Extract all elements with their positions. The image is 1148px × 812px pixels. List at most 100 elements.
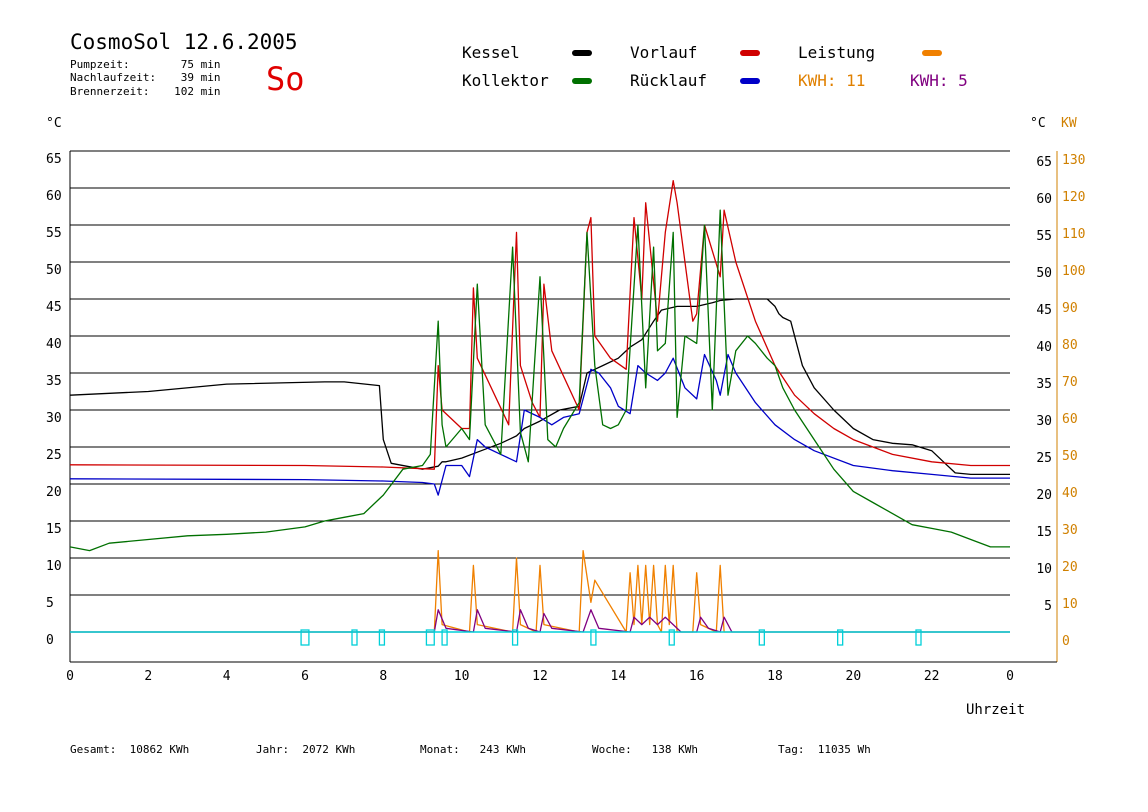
series-kessel <box>69 298 1010 476</box>
y-tick-label-kw: 50 <box>1062 449 1078 464</box>
y-tick-label-right: 40 <box>1036 340 1052 355</box>
y-tick-label-kw: 70 <box>1062 375 1078 390</box>
footer-label: Tag: <box>778 743 805 756</box>
y-tick-label-left: 0 <box>46 633 54 648</box>
chart-grid <box>69 150 1058 663</box>
series-pumpe-marker <box>511 629 519 646</box>
y-axis-unit-left: °C <box>46 116 62 131</box>
series-leistung <box>70 549 1010 633</box>
legend-kwh-11: KWH: 11 <box>798 71 866 90</box>
y-tick-label-right: 35 <box>1036 377 1052 392</box>
footer-label: Monat: <box>420 743 460 756</box>
info-value: 39 <box>180 71 194 84</box>
info-brennerzeit: Brennerzeit: 102 min <box>70 85 221 98</box>
x-tick-label: 16 <box>689 669 705 684</box>
y-tick-label-left: 60 <box>46 189 62 204</box>
x-tick-label: 4 <box>223 669 231 684</box>
legend-kwh-5: KWH: 5 <box>910 71 968 90</box>
info-label: Nachlaufzeit: <box>70 71 157 84</box>
y-tick-label-kw: 120 <box>1062 190 1085 205</box>
series-kwh-5 <box>70 609 1010 633</box>
y-tick-label-right: 45 <box>1036 303 1052 318</box>
info-value: 102 <box>174 85 194 98</box>
series-pumpe-marker <box>425 629 435 646</box>
footer-value: 138 KWh <box>651 743 698 756</box>
chart-title: CosmoSol 12.6.2005 <box>70 30 298 54</box>
footer-value: 10862 KWh <box>129 743 190 756</box>
y-tick-label-kw: 110 <box>1062 227 1085 242</box>
series-pumpe-marker <box>351 629 358 646</box>
weekday-label: So <box>266 60 305 98</box>
x-axis-label: Uhrzeit <box>966 702 1026 718</box>
footer-value: 243 KWh <box>479 743 526 756</box>
info-value: 75 <box>180 58 194 71</box>
y-tick-label-left: 45 <box>46 300 62 315</box>
y-tick-label-kw: 100 <box>1062 264 1085 279</box>
y-tick-label-kw: 80 <box>1062 338 1078 353</box>
y-tick-label-left: 15 <box>46 522 62 537</box>
legend-leistung: Leistung <box>798 43 876 62</box>
legend-vorlauf-marker <box>740 50 760 56</box>
x-tick-label: 6 <box>301 669 309 684</box>
x-tick-label: 18 <box>767 669 783 684</box>
y-tick-label-left: 5 <box>46 596 54 611</box>
chart-ticks: 0510152025303540455055606551015202530354… <box>46 152 1085 684</box>
info-pumpzeit: Pumpzeit: 75 min <box>70 58 221 71</box>
y-tick-label-kw: 40 <box>1062 486 1078 501</box>
series-pumpe-marker <box>300 629 310 646</box>
y-tick-label-left: 10 <box>46 559 62 574</box>
y-tick-label-right: 30 <box>1036 414 1052 429</box>
y-tick-label-kw: 20 <box>1062 560 1078 575</box>
y-tick-label-kw: 0 <box>1062 634 1070 649</box>
y-tick-label-left: 35 <box>46 374 62 389</box>
y-tick-label-right: 55 <box>1036 229 1052 244</box>
legend-kollektor-marker <box>572 78 592 84</box>
y-tick-label-right: 15 <box>1036 525 1052 540</box>
info-unit: min <box>200 85 221 98</box>
legend-ruecklauf: Rücklauf <box>630 71 708 90</box>
y-tick-label-right: 20 <box>1036 488 1052 503</box>
footer-tag: Tag: 11035 Wh <box>778 743 871 756</box>
footer-label: Jahr: <box>256 743 290 756</box>
series-r-cklauf <box>69 353 1010 496</box>
y-tick-label-right: 10 <box>1036 562 1052 577</box>
footer-value: 2072 KWh <box>302 743 356 756</box>
y-tick-label-left: 50 <box>46 263 62 278</box>
info-label: Brennerzeit: <box>70 85 150 98</box>
series-vorlauf <box>69 179 1010 470</box>
footer-woche: Woche: 138 KWh <box>592 743 698 756</box>
info-unit: min <box>200 71 221 84</box>
legend-vorlauf: Vorlauf <box>630 43 698 62</box>
y-tick-label-kw: 30 <box>1062 523 1078 538</box>
chart-series <box>69 179 1010 646</box>
legend-ruecklauf-marker <box>740 78 760 84</box>
legend-leistung-marker <box>922 50 942 56</box>
y-tick-label-right: 25 <box>1036 451 1052 466</box>
x-tick-label: 22 <box>924 669 940 684</box>
legend-kessel-marker <box>572 50 592 56</box>
y-tick-label-left: 20 <box>46 485 62 500</box>
x-tick-label: 12 <box>532 669 548 684</box>
footer-monat: Monat: 243 KWh <box>420 743 526 756</box>
series-pumpe-marker <box>590 629 597 646</box>
y-tick-label-left: 65 <box>46 152 62 167</box>
series-pumpe-marker <box>378 629 386 646</box>
y-tick-label-kw: 130 <box>1062 153 1085 168</box>
y-tick-label-left: 25 <box>46 448 62 463</box>
y-tick-label-kw: 60 <box>1062 412 1078 427</box>
footer-value: 11035 Wh <box>817 743 871 756</box>
info-nachlaufzeit: Nachlaufzeit: 39 min <box>70 71 221 84</box>
y-tick-label-left: 40 <box>46 337 62 352</box>
series-pumpe-marker <box>668 629 675 646</box>
x-tick-label: 14 <box>611 669 627 684</box>
y-tick-label-left: 55 <box>46 226 62 241</box>
x-tick-label: 0 <box>66 669 74 684</box>
y-tick-label-left: 30 <box>46 411 62 426</box>
legend-kessel: Kessel <box>462 43 520 62</box>
info-label: Pumpzeit: <box>70 58 130 71</box>
x-tick-label: 2 <box>144 669 152 684</box>
x-tick-label: 20 <box>846 669 862 684</box>
footer-label: Gesamt: <box>70 743 117 756</box>
y-axis-unit-kw: KW <box>1061 116 1077 131</box>
